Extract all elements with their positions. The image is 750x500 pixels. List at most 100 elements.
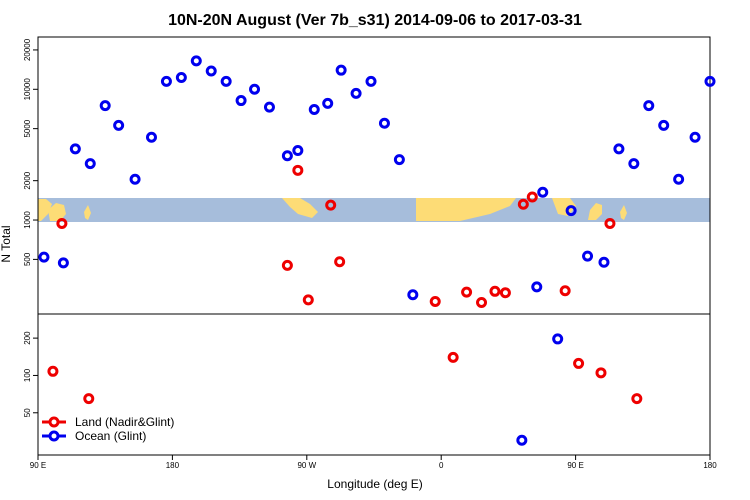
x-tick-label: 90 W bbox=[297, 461, 316, 470]
ocean-point bbox=[628, 158, 640, 170]
map-land bbox=[84, 205, 91, 220]
ocean-point bbox=[552, 333, 564, 345]
y-axis-upper: 500 1000 2000 5000 10000 20000 bbox=[23, 38, 38, 266]
ocean-point bbox=[407, 289, 419, 301]
map-land bbox=[38, 199, 52, 221]
ocean-point bbox=[613, 143, 625, 155]
ocean-point bbox=[582, 250, 594, 262]
ocean-point bbox=[689, 131, 701, 143]
ocean-point bbox=[393, 154, 405, 166]
x-tick-label: 180 bbox=[703, 461, 717, 470]
ocean-point bbox=[565, 205, 577, 217]
ocean-point bbox=[537, 186, 549, 198]
ocean-point bbox=[57, 257, 69, 269]
land-point bbox=[83, 393, 95, 405]
ocean-point bbox=[704, 75, 716, 87]
map-land bbox=[416, 198, 516, 221]
x-tick-label: 90 E bbox=[30, 461, 46, 470]
y-tick-label: 20000 bbox=[23, 38, 32, 61]
ocean-point bbox=[249, 83, 261, 95]
ocean-point bbox=[84, 158, 96, 170]
land-point bbox=[334, 256, 346, 268]
y-axis-label: N Total bbox=[0, 225, 13, 262]
land-point bbox=[526, 191, 538, 203]
y-tick-label: 5000 bbox=[23, 119, 32, 137]
ocean-point bbox=[308, 104, 320, 116]
legend-ocean-marker bbox=[48, 430, 60, 442]
map-land bbox=[552, 198, 576, 216]
y-tick-label: 500 bbox=[23, 252, 32, 266]
chart-title: 10N-20N August (Ver 7b_s31) 2014-09-06 t… bbox=[168, 12, 582, 29]
ocean-point bbox=[673, 173, 685, 185]
land-point bbox=[476, 296, 488, 308]
ocean-point bbox=[516, 434, 528, 446]
x-tick-label: 0 bbox=[439, 461, 444, 470]
land-point bbox=[604, 218, 616, 230]
map-land bbox=[620, 205, 627, 220]
ocean-point bbox=[235, 95, 247, 107]
ocean-point bbox=[205, 65, 217, 77]
land-point bbox=[447, 351, 459, 363]
land-point bbox=[302, 294, 314, 306]
ocean-point bbox=[129, 173, 141, 185]
ocean-point bbox=[643, 100, 655, 112]
y-tick-label: 1000 bbox=[23, 211, 32, 229]
ocean-point bbox=[175, 72, 187, 84]
land-point bbox=[281, 259, 293, 271]
land-point bbox=[429, 296, 441, 308]
world-map-strip bbox=[38, 198, 710, 222]
ocean-point bbox=[220, 75, 232, 87]
ocean-point bbox=[160, 75, 172, 87]
ocean-point bbox=[658, 119, 670, 131]
land-point bbox=[489, 285, 501, 297]
ocean-point bbox=[531, 281, 543, 293]
ocean-point bbox=[281, 150, 293, 162]
land-point bbox=[325, 199, 337, 211]
ocean-point bbox=[263, 101, 275, 113]
x-axis-label: Longitude (deg E) bbox=[327, 477, 422, 491]
land-point bbox=[573, 357, 585, 369]
data-points bbox=[38, 55, 716, 446]
ocean-point bbox=[598, 256, 610, 268]
ocean-point bbox=[113, 119, 125, 131]
x-tick-label: 90 E bbox=[567, 461, 583, 470]
y-axis-lower: 50 100 200 bbox=[23, 331, 38, 417]
land-point bbox=[47, 365, 59, 377]
ocean-point bbox=[38, 251, 50, 263]
map-land bbox=[282, 198, 318, 218]
plot-border bbox=[37, 36, 711, 456]
x-axis: 90 E 180 90 W 0 90 E 180 bbox=[30, 455, 717, 470]
ocean-point bbox=[292, 145, 304, 157]
ocean-point bbox=[322, 97, 334, 109]
y-tick-label: 100 bbox=[23, 368, 32, 382]
land-point bbox=[595, 367, 607, 379]
ocean-point bbox=[190, 55, 202, 67]
ocean-point bbox=[69, 143, 81, 155]
ocean-point bbox=[99, 100, 111, 112]
ocean-point bbox=[365, 75, 377, 87]
legend-ocean-label: Ocean (Glint) bbox=[75, 429, 146, 443]
ocean-point bbox=[335, 64, 347, 76]
y-tick-label: 10000 bbox=[23, 78, 32, 101]
legend-land-label: Land (Nadir&Glint) bbox=[75, 415, 174, 429]
ocean-point bbox=[350, 87, 362, 99]
y-tick-label: 50 bbox=[23, 408, 32, 417]
land-point bbox=[559, 285, 571, 297]
x-tick-label: 180 bbox=[166, 461, 180, 470]
map-land bbox=[48, 203, 66, 221]
legend: Land (Nadir&Glint)Ocean (Glint) bbox=[42, 415, 174, 443]
map-land bbox=[588, 203, 602, 220]
y-tick-label: 2000 bbox=[23, 171, 32, 189]
plot-frame bbox=[37, 36, 711, 456]
land-point bbox=[499, 287, 511, 299]
land-point bbox=[517, 198, 529, 210]
ocean-point bbox=[145, 131, 157, 143]
land-point bbox=[56, 218, 68, 230]
land-point bbox=[292, 164, 304, 176]
ocean-point bbox=[378, 117, 390, 129]
y-tick-label: 200 bbox=[23, 331, 32, 345]
land-point bbox=[461, 286, 473, 298]
legend-land-marker bbox=[48, 416, 60, 428]
land-point bbox=[631, 393, 643, 405]
